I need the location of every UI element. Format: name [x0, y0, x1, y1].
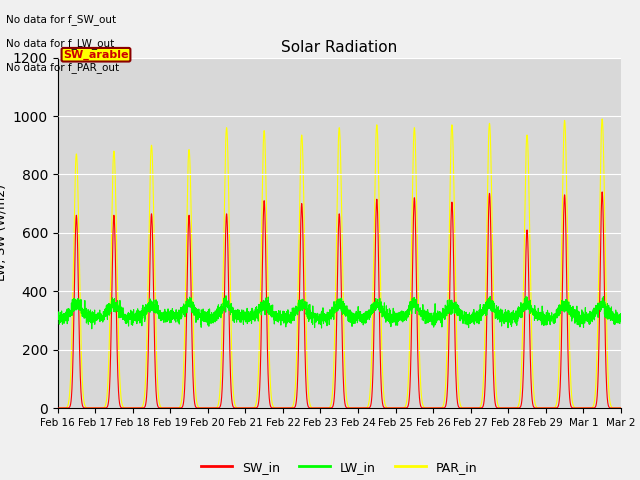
Text: No data for f_LW_out: No data for f_LW_out [6, 38, 115, 49]
Text: No data for f_PAR_out: No data for f_PAR_out [6, 62, 120, 73]
Title: Solar Radiation: Solar Radiation [281, 40, 397, 55]
Text: SW_arable: SW_arable [63, 49, 129, 60]
Text: No data for f_SW_out: No data for f_SW_out [6, 14, 116, 25]
Legend: SW_in, LW_in, PAR_in: SW_in, LW_in, PAR_in [196, 456, 483, 479]
Y-axis label: LW, SW (W/m2): LW, SW (W/m2) [0, 184, 7, 281]
